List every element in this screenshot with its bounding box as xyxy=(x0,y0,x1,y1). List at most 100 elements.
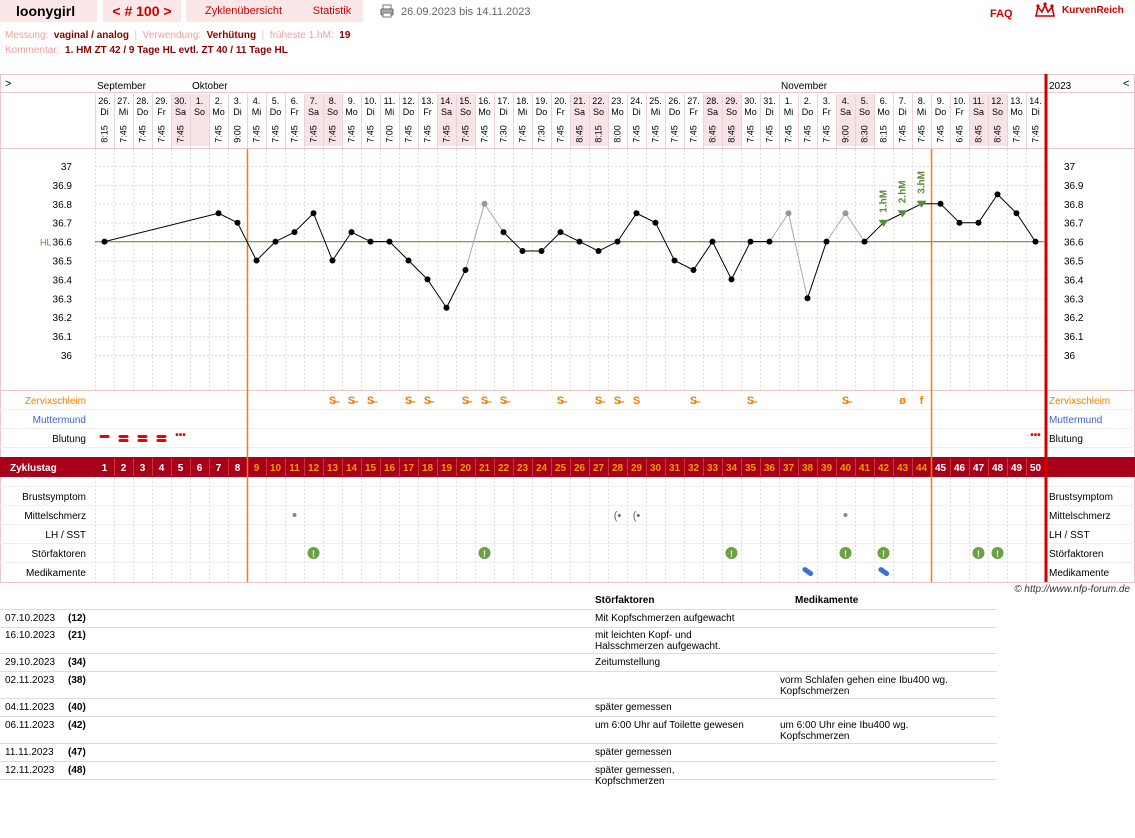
cycle-day-number: 11 xyxy=(289,463,300,474)
expand-left-arrow[interactable]: > xyxy=(5,78,11,90)
note-date: 04.11.2023 xyxy=(5,702,55,713)
weekday-label: Sa xyxy=(441,107,452,117)
temp-line-segment xyxy=(541,231,561,252)
cycle-day-number: 50 xyxy=(1030,463,1042,474)
weekday-label: Fr xyxy=(822,107,831,117)
temp-point xyxy=(975,219,982,226)
weekday-label: Mi xyxy=(651,107,661,117)
y-tick-label-right: 36.5 xyxy=(1064,257,1084,268)
month-label: September xyxy=(97,81,147,92)
faq-link[interactable]: FAQ xyxy=(990,8,1013,20)
cycle-day-number: 38 xyxy=(802,463,814,474)
cycle-day-number: 32 xyxy=(688,463,700,474)
cycle-navigator[interactable]: < # 100 > xyxy=(103,0,181,22)
y-tick-label-right: 36.3 xyxy=(1064,294,1084,305)
note-row: 29.10.2023 (34) Zeitumstellung xyxy=(0,654,997,672)
temp-line-segment xyxy=(332,231,352,261)
time-label: 7:45 xyxy=(689,125,699,143)
weekday-label: So xyxy=(859,107,870,117)
row-label-brust: Brustsymptom xyxy=(22,492,86,503)
temp-point xyxy=(215,210,222,217)
disturbance-icon xyxy=(839,547,852,559)
cycle-day-number: 29 xyxy=(631,463,643,474)
time-label: 7:30 xyxy=(499,125,509,143)
date-label: 7. xyxy=(899,96,907,106)
time-label: 7:45 xyxy=(632,125,642,143)
time-label: 7:45 xyxy=(784,125,794,143)
temp-line-segment xyxy=(351,231,371,243)
weekend-shade xyxy=(570,94,589,146)
date-label: 24. xyxy=(630,96,643,106)
disturbance-icon xyxy=(307,547,320,559)
temp-line-segment xyxy=(294,212,314,233)
printer-icon[interactable] xyxy=(380,4,394,18)
bleeding-mark xyxy=(99,435,110,438)
date-label: 1. xyxy=(196,96,204,106)
row-label-right-medi: Medikamente xyxy=(1049,568,1109,579)
temp-point xyxy=(557,229,564,236)
temp-point xyxy=(272,238,279,245)
y-tick-label-left: 36.7 xyxy=(53,219,73,230)
disturbance-icon xyxy=(991,547,1004,559)
weekday-label: So xyxy=(593,107,604,117)
temp-line-segment xyxy=(674,260,694,271)
disturbance-icon xyxy=(725,547,738,559)
time-label: 7:45 xyxy=(461,125,471,143)
y-tick-label-right: 36.6 xyxy=(1064,238,1084,249)
disturbance-icon-mark: ! xyxy=(996,549,999,559)
date-label: 22. xyxy=(592,96,605,106)
hl-label: HL xyxy=(40,238,52,248)
note-row: 07.10.2023 (12) Mit Kopfschmerzen aufgewac… xyxy=(0,609,997,628)
time-label: 7:00 xyxy=(385,125,395,143)
date-label: 5. xyxy=(861,96,869,106)
y-tick-label-left: 36.4 xyxy=(53,275,73,286)
cycle-day-number: 37 xyxy=(783,463,795,474)
temp-line-segment xyxy=(636,212,656,224)
y-tick-label-right: 36.7 xyxy=(1064,219,1084,230)
temp-line-segment xyxy=(560,231,580,243)
temp-line-segment xyxy=(826,212,846,242)
temp-line-segment xyxy=(389,241,409,261)
time-label: 8:45 xyxy=(708,125,718,143)
temp-point xyxy=(310,210,317,217)
temp-point xyxy=(500,229,507,236)
cycle-day-number: 35 xyxy=(745,463,757,474)
cycle-overview-link[interactable]: Zyklenübersicht xyxy=(186,0,301,22)
year-label: 2023 xyxy=(1049,81,1072,92)
note-disturbance: später gemessen, Kopfschmerzen xyxy=(595,765,675,787)
date-label: 4. xyxy=(253,96,261,106)
notes-header-stoer: Störfaktoren xyxy=(595,595,655,606)
bleeding-mark xyxy=(137,435,148,438)
y-tick-label-left: 36.2 xyxy=(53,313,73,324)
temp-line-segment xyxy=(807,241,827,299)
time-label: 7:45 xyxy=(271,125,281,143)
note-date: 16.10.2023 xyxy=(5,630,56,641)
time-label: 8:30 xyxy=(860,125,870,143)
cycle-day-number: 26 xyxy=(574,463,586,474)
temp-line-segment xyxy=(997,193,1017,214)
date-label: 10. xyxy=(953,96,966,106)
statistics-link[interactable]: Statistik xyxy=(301,0,363,22)
cycle-day-number: 23 xyxy=(517,463,529,474)
temp-point xyxy=(443,304,450,311)
disturbance-icon-mark: ! xyxy=(730,549,733,559)
expand-right-arrow[interactable]: < xyxy=(1123,78,1129,90)
temp-point xyxy=(709,238,716,245)
cycle-day-number: 13 xyxy=(327,463,339,474)
mucus-symbol: ø xyxy=(899,395,906,407)
time-label: 7:30 xyxy=(537,125,547,143)
y-tick-label-right: 36.9 xyxy=(1064,181,1084,192)
weekday-label: Fr xyxy=(689,107,698,117)
cycle-day-number: 41 xyxy=(859,463,871,474)
weekday-label: Di xyxy=(898,107,907,117)
cycle-day-number: 47 xyxy=(973,463,985,474)
mucus-symbol: S̶ xyxy=(367,395,378,407)
temp-point xyxy=(576,238,583,245)
crown-icon xyxy=(1035,2,1055,17)
temp-line-segment xyxy=(256,241,276,261)
weekend-shade xyxy=(703,94,722,146)
weekend-shade xyxy=(437,94,456,146)
cycle-day-number: 16 xyxy=(384,463,396,474)
row-label-right-lh: LH / SST xyxy=(1049,530,1090,541)
mucus-symbol: S̶ xyxy=(348,395,359,407)
